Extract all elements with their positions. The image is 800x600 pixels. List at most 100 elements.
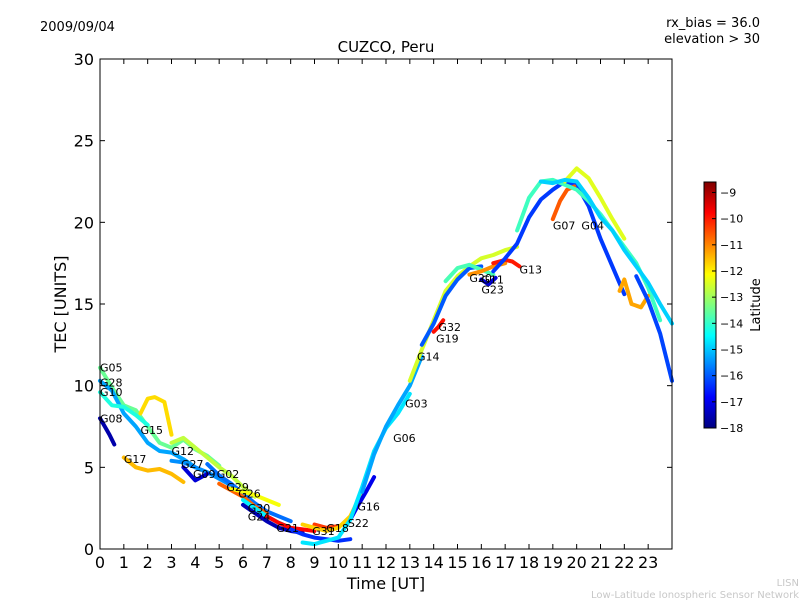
- x-tick-label: 11: [352, 553, 372, 572]
- satellite-label-g17: G17: [124, 453, 147, 466]
- x-tick-label: 22: [614, 553, 634, 572]
- y-axis-ticks: 0 5 10 15 20 25 30: [74, 50, 672, 559]
- series-g09: [181, 465, 210, 483]
- series-g02: [205, 462, 293, 524]
- data-series-layer: [98, 166, 674, 547]
- x-tick-label: 13: [400, 553, 420, 572]
- colorbar-tick-label: −10: [720, 213, 743, 226]
- y-tick-label: 10: [74, 377, 94, 396]
- y-tick-label: 20: [74, 213, 94, 232]
- x-tick-label: 15: [447, 553, 467, 572]
- satellite-label-g19: G19: [436, 332, 459, 345]
- satellite-label-g15: G15: [141, 424, 164, 437]
- satellite-label-g13: G13: [519, 264, 542, 277]
- satellite-label-g23: G23: [481, 283, 504, 296]
- x-tick-label: 14: [423, 553, 443, 572]
- y-tick-label: 15: [74, 295, 94, 314]
- satellite-label-g02: G02: [217, 468, 240, 481]
- x-tick-label: 19: [543, 553, 563, 572]
- chart-title: CUZCO, Peru: [338, 38, 435, 56]
- series-g35: [634, 274, 674, 383]
- colorbar-tick-label: −15: [720, 343, 743, 356]
- series-g31: [288, 527, 353, 543]
- elevation-label: elevation > 30: [664, 32, 760, 47]
- series-g18: [312, 522, 341, 530]
- series-g07: [491, 179, 627, 297]
- satellite-label-g09: G09: [193, 468, 216, 481]
- series-g06: [300, 391, 412, 547]
- satellite-label-g32: G32: [438, 321, 461, 334]
- series-g25: [562, 166, 627, 241]
- series-g01: [550, 184, 577, 222]
- satellite-label-g03: G03: [405, 398, 428, 411]
- satellite-label-g07: G07: [553, 220, 576, 233]
- colorbar-gradient: [703, 181, 717, 429]
- satellite-label-g31: G31: [312, 525, 335, 538]
- colorbar-label: Latitude: [749, 278, 764, 332]
- series-g15: [138, 395, 174, 437]
- x-tick-label: 8: [286, 553, 296, 572]
- satellite-label-g24: G24: [248, 510, 271, 523]
- colorbar-ticks: −9 −10 −11 −12 −13 −14 −15 −16 −17 −18: [712, 186, 743, 435]
- colorbar-tick-label: −9: [720, 186, 736, 199]
- colorbar-tick-label: −17: [720, 396, 743, 409]
- satellite-label-g11: G11: [481, 274, 504, 287]
- x-tick-label: 21: [590, 553, 610, 572]
- series-g34: [617, 277, 651, 310]
- y-tick-label: 25: [74, 132, 94, 151]
- date-label: 2009/09/04: [40, 20, 115, 35]
- x-tick-label: 6: [238, 553, 248, 572]
- y-tick-label: 5: [84, 458, 94, 477]
- x-tick-label: 17: [495, 553, 515, 572]
- colorbar-tick-label: −11: [720, 239, 743, 252]
- series-g10: [98, 390, 150, 427]
- satellite-label-g04: G04: [581, 220, 604, 233]
- series-g13: [491, 257, 522, 269]
- x-tick-label: 5: [214, 553, 224, 572]
- satellite-label-g21: G21: [276, 522, 299, 535]
- y-axis-label: TEC [UNITS]: [51, 256, 70, 354]
- satellite-label-g28: G28: [100, 376, 123, 389]
- x-tick-label: 23: [638, 553, 658, 572]
- rx-bias-label: rx_bias = 36.0: [666, 16, 760, 31]
- colorbar-tick-label: −14: [720, 317, 743, 330]
- x-tick-label: 9: [309, 553, 319, 572]
- x-tick-label: 18: [519, 553, 539, 572]
- satellite-label-g26: G26: [238, 487, 261, 500]
- x-tick-label: 3: [166, 553, 176, 572]
- satellite-label-g27: G27: [181, 458, 204, 471]
- series-g32: [431, 318, 446, 334]
- series-g17: [121, 455, 186, 484]
- series-g22: [538, 177, 674, 326]
- satellite-label-g10: G10: [100, 386, 123, 399]
- colorbar-tick-label: −18: [720, 422, 743, 435]
- x-tick-label: 10: [328, 553, 348, 572]
- series-g26: [229, 486, 281, 507]
- satellite-label-g14: G14: [417, 350, 440, 363]
- series-g12: [169, 435, 257, 499]
- plot-frame: [99, 58, 673, 550]
- x-tick-label: 12: [376, 553, 396, 572]
- x-axis-label: Time [UT]: [346, 574, 425, 593]
- x-tick-label: 1: [119, 553, 129, 572]
- series-g08: [98, 416, 117, 447]
- satellite-label-g30: G30: [248, 502, 271, 515]
- satellite-label-g05: G05: [100, 362, 123, 375]
- series-g19: [419, 264, 484, 347]
- y-tick-label: 0: [84, 540, 94, 559]
- colorbar-tick-label: −16: [720, 370, 743, 383]
- x-tick-label: 0: [95, 553, 105, 572]
- org-full-label: Low-Latitude Ionospheric Sensor Network: [591, 590, 799, 600]
- satellite-label-g18: G18: [326, 522, 349, 535]
- satellite-label-g12: G12: [172, 445, 195, 458]
- series-g11: [479, 275, 498, 287]
- x-axis-ticks: 0 1 2 3 4 5 6 7 8 9 10 11 12 13 14 15 16 17 18 19 20 21 22 23: [95, 59, 658, 572]
- y-tick-label: 30: [74, 50, 94, 69]
- satellite-label-g08: G08: [100, 412, 123, 425]
- x-tick-label: 20: [566, 553, 586, 572]
- satellite-label-s22: S22: [348, 517, 369, 530]
- colorbar-tick-label: −13: [720, 291, 743, 304]
